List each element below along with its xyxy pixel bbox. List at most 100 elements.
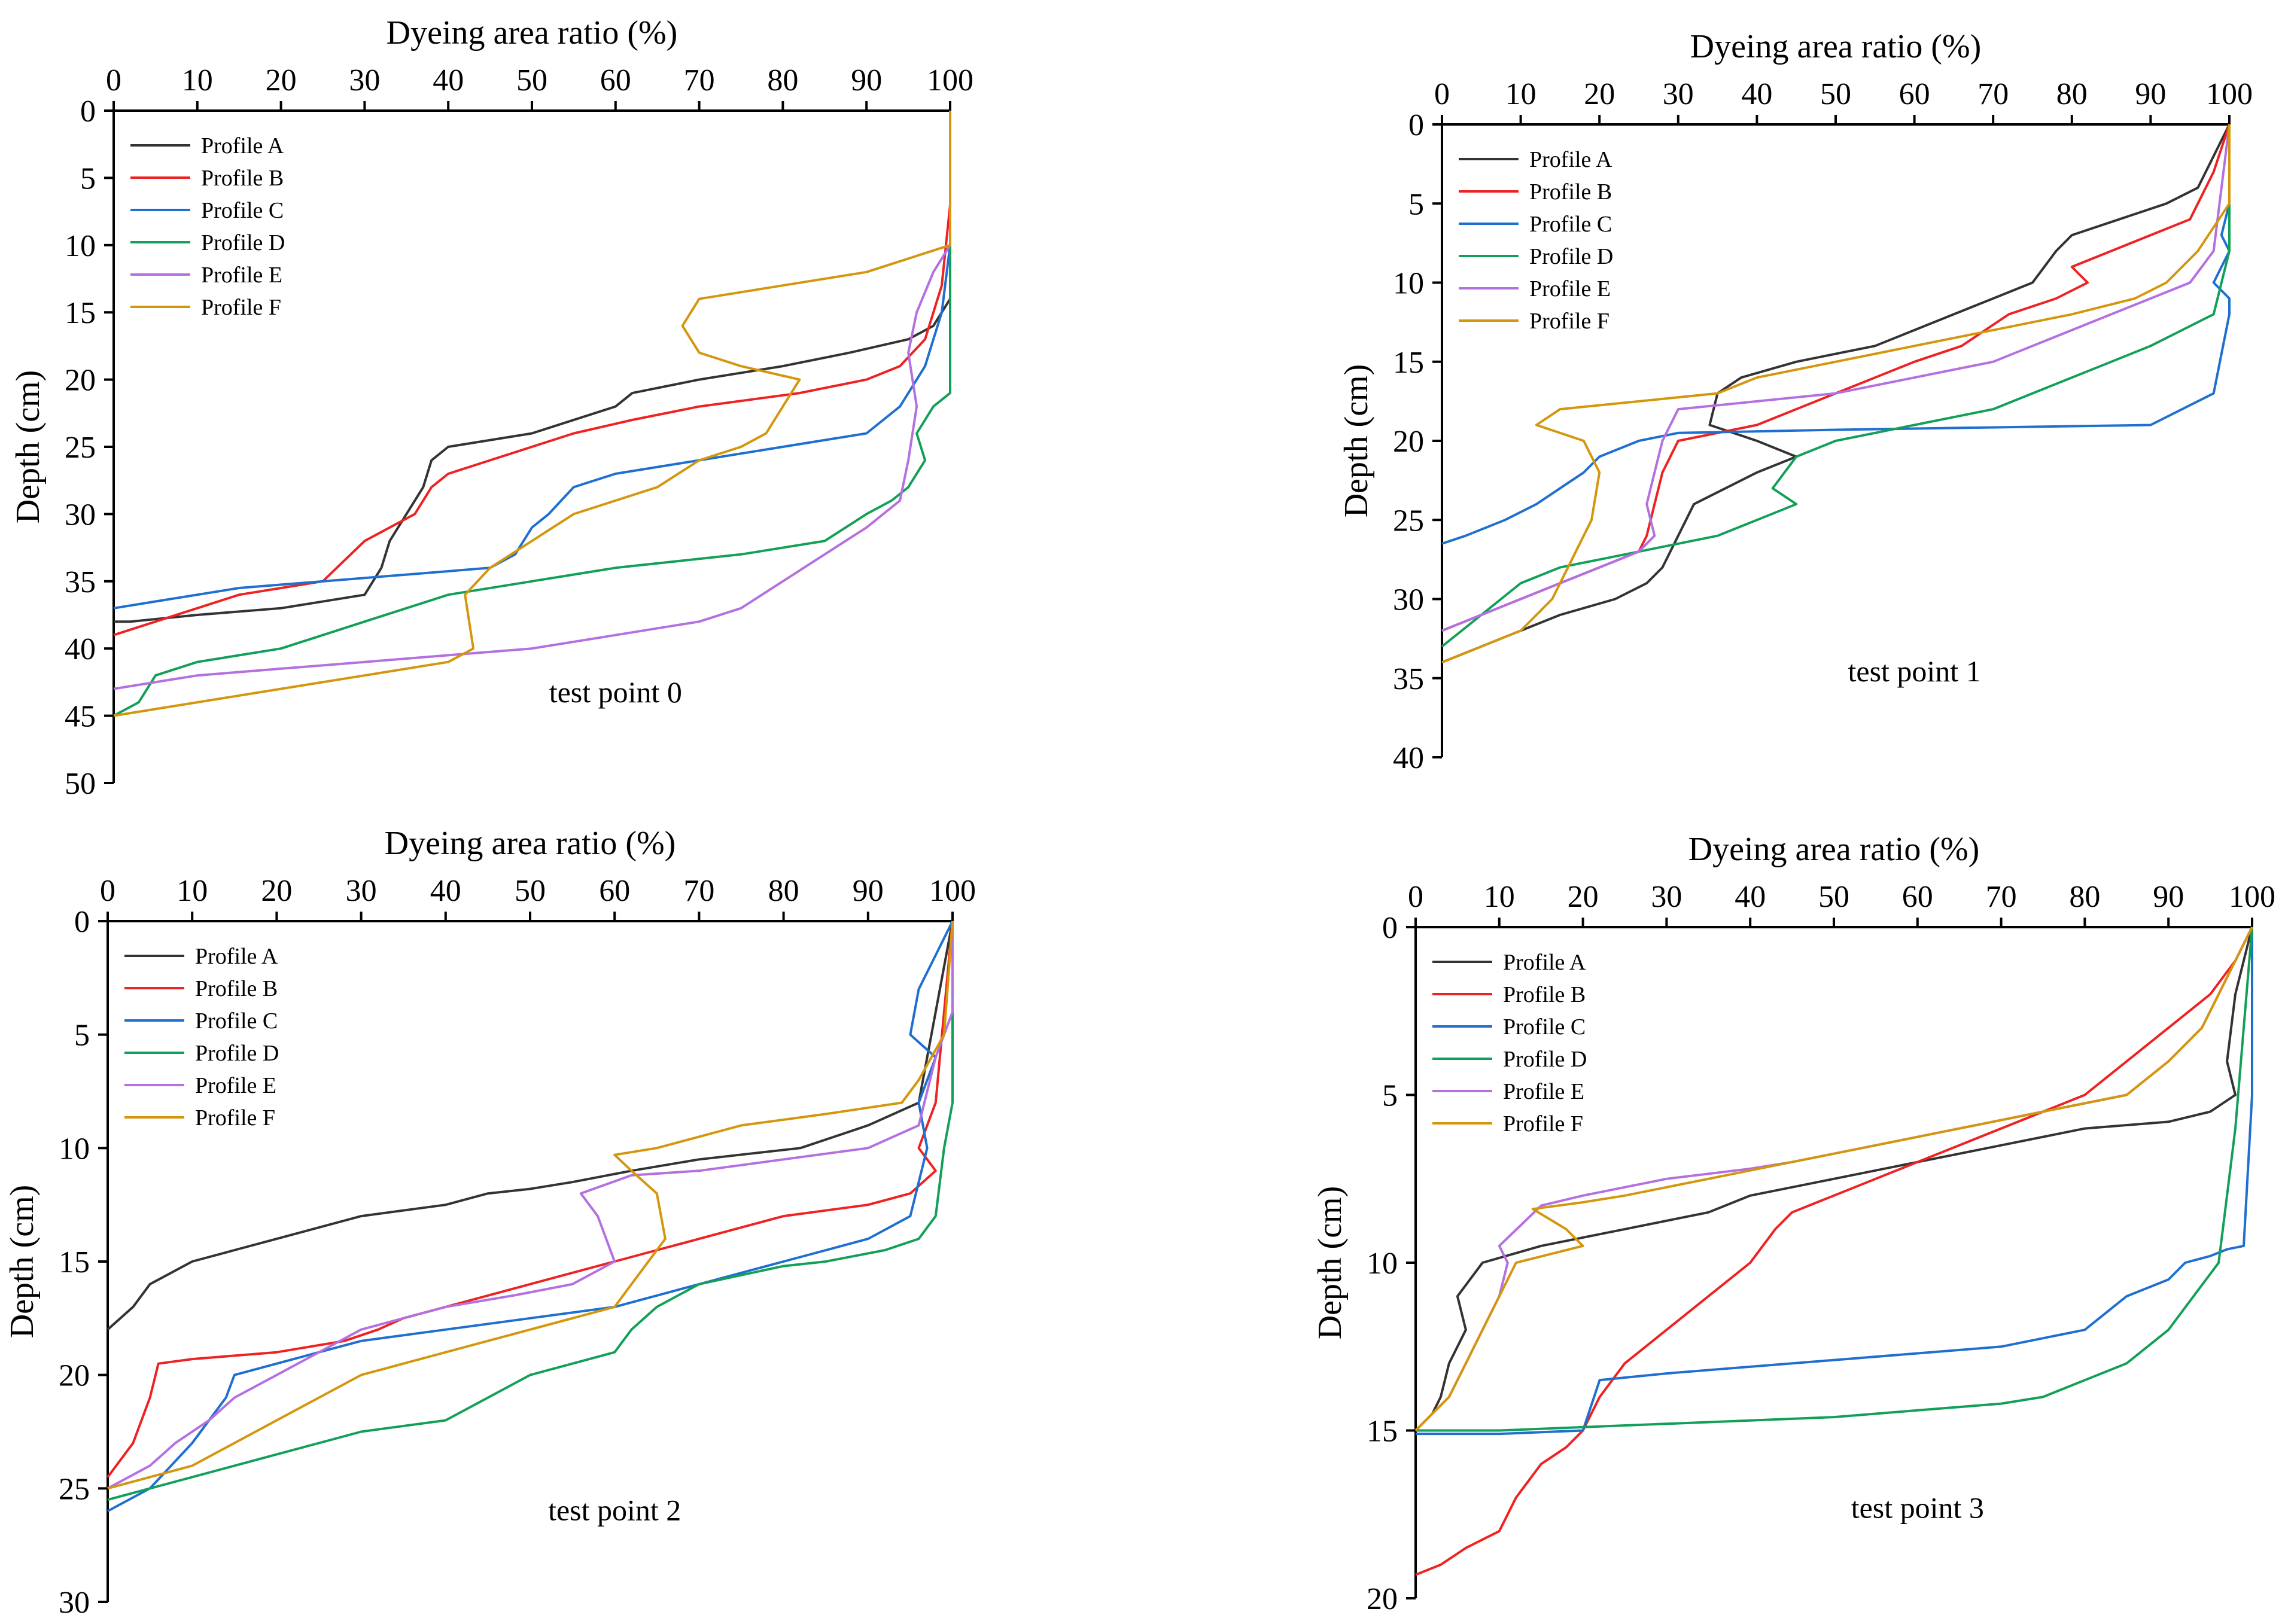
legend-entry-label: Profile F — [201, 295, 281, 320]
x-tick-label: 50 — [516, 63, 547, 97]
legend-entry-label: Profile D — [1529, 244, 1613, 269]
y-tick-label: 20 — [59, 1359, 90, 1393]
x-tick-label: 70 — [1986, 880, 2017, 914]
y-tick-label: 0 — [1382, 911, 1398, 945]
x-tick-label: 0 — [1408, 880, 1423, 914]
test-point-annotation: test point 0 — [549, 675, 682, 709]
y-tick-label: 0 — [74, 905, 90, 939]
y-tick-label: 25 — [59, 1472, 90, 1506]
legend-entry-label: Profile C — [201, 198, 284, 223]
series-line-profile-c — [113, 111, 951, 610]
y-tick-label: 10 — [1367, 1247, 1398, 1281]
series-line-profile-e — [113, 111, 951, 690]
y-tick-label: 5 — [1408, 187, 1424, 221]
y-tick-label: 25 — [65, 431, 96, 465]
x-tick-label: 0 — [1434, 77, 1450, 111]
legend-entry-label: Profile E — [1503, 1079, 1584, 1104]
x-tick-label: 10 — [1484, 880, 1515, 914]
y-tick-label: 40 — [1393, 741, 1424, 775]
series-line-profile-a — [107, 921, 954, 1331]
chart-panel-1: 0 10 20 30 40 50 60 70 80 90 100 0 5 10 15 20 25 30 35 40 Dy… — [1338, 28, 2253, 775]
x-tick-label: 80 — [768, 874, 799, 908]
y-tick-label: 15 — [59, 1245, 90, 1279]
x-tick-label: 30 — [1651, 880, 1682, 914]
legend-entry-label: Profile E — [195, 1073, 276, 1098]
x-axis-title: Dyeing area ratio (%) — [1690, 28, 1982, 65]
series-line-profile-d — [107, 921, 954, 1501]
legend-entry-label: Profile B — [195, 976, 278, 1001]
y-tick-label: 15 — [1367, 1415, 1398, 1449]
test-point-annotation: test point 2 — [548, 1493, 681, 1527]
x-tick-label: 40 — [1735, 880, 1766, 914]
y-tick-label: 0 — [80, 95, 96, 129]
x-tick-label: 80 — [2069, 880, 2100, 914]
x-tick-label: 50 — [1820, 77, 1851, 111]
legend-entry-label: Profile F — [195, 1105, 275, 1131]
y-axis-title: Depth (cm) — [1338, 364, 1375, 518]
series-line-profile-f — [1441, 124, 2231, 664]
legend-entry-label: Profile E — [1529, 276, 1611, 301]
y-tick-label: 20 — [1393, 425, 1424, 459]
x-tick-label: 40 — [433, 63, 464, 97]
y-axis-title: Depth (cm) — [4, 1185, 41, 1339]
y-axis-title: Depth (cm) — [1312, 1186, 1349, 1340]
y-tick-label: 10 — [65, 229, 96, 263]
x-tick-label: 60 — [1899, 77, 1930, 111]
y-tick-label: 5 — [74, 1019, 90, 1053]
legend-entry-label: Profile C — [1529, 212, 1612, 237]
series-line-profile-c — [107, 921, 954, 1513]
legend-entry-label: Profile D — [201, 230, 285, 255]
x-tick-label: 30 — [1663, 77, 1694, 111]
x-tick-label: 0 — [100, 874, 115, 908]
x-tick-label: 80 — [2056, 77, 2088, 111]
x-tick-label: 90 — [853, 874, 884, 908]
legend-entry-label: Profile A — [201, 133, 284, 159]
y-tick-label: 20 — [65, 364, 96, 398]
y-tick-label: 5 — [1382, 1079, 1398, 1113]
x-tick-label: 50 — [1818, 880, 1849, 914]
x-tick-label: 20 — [261, 874, 292, 908]
x-tick-label: 30 — [346, 874, 377, 908]
test-point-annotation: test point 3 — [1851, 1491, 1984, 1524]
y-tick-label: 30 — [1393, 583, 1424, 617]
y-tick-label: 15 — [1393, 346, 1424, 380]
y-tick-label: 0 — [1408, 108, 1424, 142]
y-tick-label: 40 — [65, 632, 96, 666]
x-tick-label: 60 — [599, 874, 630, 908]
x-tick-label: 100 — [927, 63, 973, 97]
y-axis-title: Depth (cm) — [10, 370, 47, 524]
series-line-profile-e — [107, 921, 954, 1490]
x-tick-label: 70 — [684, 63, 715, 97]
legend-entry-label: Profile B — [1529, 179, 1612, 205]
series-line-profile-e — [1441, 124, 2231, 632]
x-tick-label: 40 — [1741, 77, 1772, 111]
y-tick-label: 35 — [1393, 662, 1424, 696]
x-tick-label: 70 — [683, 874, 714, 908]
series-line-profile-f — [113, 111, 951, 717]
legend-entry-label: Profile D — [195, 1041, 279, 1066]
legend-entry-label: Profile F — [1503, 1111, 1583, 1137]
chart-panel-0: 0 10 20 30 40 50 60 70 80 90 100 0 5 10 15 20 25 30 35 40 45… — [10, 14, 973, 801]
series-line-profile-a — [114, 111, 951, 623]
legend-entry-label: Profile B — [201, 166, 284, 191]
y-tick-label: 10 — [59, 1132, 90, 1166]
series-line-profile-b — [113, 111, 951, 636]
y-tick-label: 15 — [65, 296, 96, 330]
legend-entry-label: Profile F — [1529, 309, 1609, 334]
legend-entry-label: Profile A — [195, 944, 278, 969]
y-tick-label: 20 — [1367, 1582, 1398, 1616]
x-tick-label: 70 — [1977, 77, 2009, 111]
series-line-profile-a — [1414, 927, 2253, 1431]
y-tick-label: 35 — [65, 565, 96, 599]
x-tick-label: 60 — [1902, 880, 1933, 914]
x-tick-label: 0 — [106, 63, 121, 97]
legend-entry-label: Profile E — [201, 263, 282, 288]
x-tick-label: 10 — [1505, 77, 1536, 111]
series-line-profile-f — [107, 921, 954, 1490]
x-tick-label: 50 — [515, 874, 546, 908]
x-tick-label: 10 — [177, 874, 208, 908]
series-line-profile-b — [1415, 927, 2253, 1576]
x-tick-label: 20 — [1568, 880, 1599, 914]
